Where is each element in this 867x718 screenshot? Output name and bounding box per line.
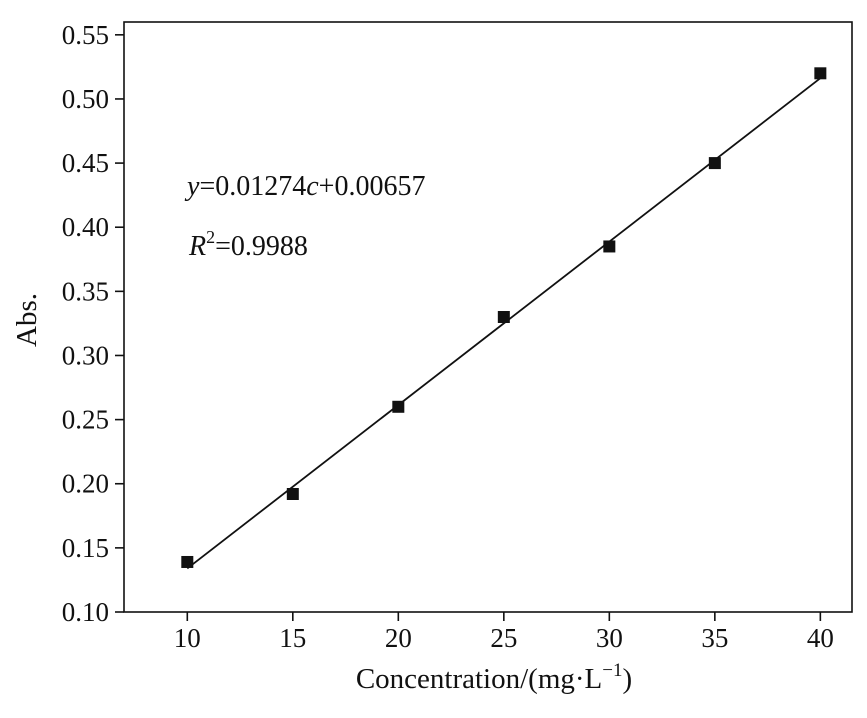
- x-tick-label: 10: [174, 623, 201, 653]
- r-squared-exponent: 2: [206, 227, 215, 247]
- x-tick-label: 15: [279, 623, 306, 653]
- x-tick-label: 25: [490, 623, 517, 653]
- fit-equation: y=0.01274c+0.00657: [184, 171, 425, 202]
- y-axis-title: Abs.: [11, 293, 43, 347]
- r-squared: R2=0.9988: [188, 227, 308, 262]
- r-symbol: R: [188, 231, 206, 262]
- y-tick-label: 0.25: [62, 405, 109, 435]
- data-point: [392, 400, 405, 413]
- fit-line: [186, 77, 821, 570]
- data-point: [286, 488, 299, 500]
- x-tick-label: 30: [596, 623, 623, 653]
- y-tick-label: 0.10: [62, 597, 109, 627]
- x-axis-title: Concentration/(mg·L−1): [356, 660, 632, 695]
- y-tick-label: 0.30: [62, 340, 109, 370]
- y-tick-label: 0.55: [62, 20, 109, 50]
- y-tick-label: 0.20: [62, 469, 109, 499]
- y-tick-label: 0.35: [62, 276, 109, 306]
- y-tick-label: 0.45: [62, 148, 109, 178]
- equation-coefficient: =0.01274: [199, 171, 306, 202]
- y-tick-label: 0.15: [62, 533, 109, 563]
- data-point: [497, 311, 510, 323]
- data-point: [708, 157, 721, 170]
- x-tick-label: 20: [385, 623, 412, 653]
- equation-c-symbol: c: [306, 171, 319, 202]
- fit-line-group: [186, 77, 821, 570]
- data-points-group: [181, 67, 827, 568]
- data-point: [181, 555, 194, 568]
- axes-group: 10 15 20 25 30 35 40 0.10 0.15 0.20 0.25 0.30 0.35 0.…: [62, 20, 853, 653]
- data-point: [814, 67, 827, 80]
- x-tick-label: 35: [701, 623, 728, 653]
- equation-intercept: +0.00657: [319, 171, 426, 202]
- plot-frame: [123, 21, 853, 613]
- y-tick-label: 0.50: [62, 84, 109, 114]
- x-tick-label: 40: [807, 623, 834, 653]
- equation-y-symbol: y: [184, 171, 200, 202]
- y-tick-label: 0.40: [62, 212, 109, 242]
- r-squared-value: =0.9988: [215, 231, 308, 262]
- data-point: [603, 240, 616, 253]
